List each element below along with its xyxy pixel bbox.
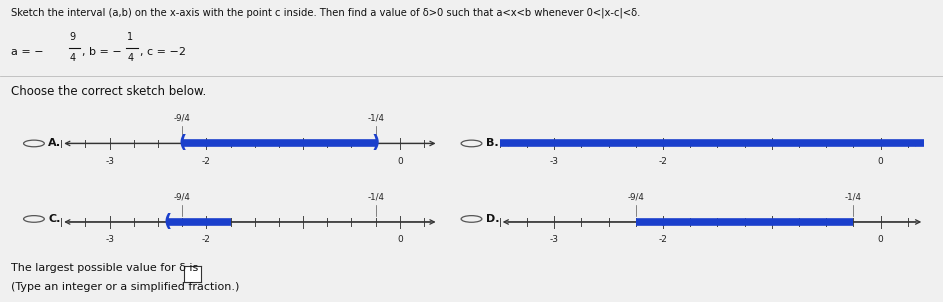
Text: -1/4: -1/4 (367, 114, 384, 123)
Text: -2: -2 (202, 235, 211, 244)
Text: 0: 0 (878, 157, 884, 166)
Text: ): ) (372, 134, 380, 153)
Text: Choose the correct sketch below.: Choose the correct sketch below. (11, 85, 207, 98)
Text: The largest possible value for δ is: The largest possible value for δ is (11, 263, 199, 273)
Text: 1: 1 (127, 32, 133, 42)
Text: 0: 0 (878, 235, 884, 244)
Text: 4: 4 (70, 53, 75, 63)
Text: -2: -2 (658, 235, 668, 244)
Text: (Type an integer or a simplified fraction.): (Type an integer or a simplified fractio… (11, 282, 240, 292)
Text: -3: -3 (106, 235, 114, 244)
Text: -9/4: -9/4 (174, 114, 190, 123)
Text: -1/4: -1/4 (845, 192, 862, 201)
Text: -2: -2 (658, 157, 668, 166)
Text: 0: 0 (397, 157, 403, 166)
Text: -9/4: -9/4 (627, 192, 644, 201)
Text: C.: C. (48, 214, 60, 224)
Text: 4: 4 (127, 53, 133, 63)
Text: A.: A. (48, 138, 61, 149)
Text: B.: B. (486, 138, 498, 149)
Text: (: ( (178, 134, 187, 153)
Text: -3: -3 (550, 235, 558, 244)
Text: -3: -3 (106, 157, 114, 166)
Text: -3: -3 (550, 157, 558, 166)
Text: Sketch the interval (a,b) on the x-axis with the point c inside. Then find a val: Sketch the interval (a,b) on the x-axis … (11, 8, 640, 18)
Text: 9: 9 (70, 32, 75, 42)
Text: , c = −2: , c = −2 (140, 47, 186, 57)
Text: a = −: a = − (11, 47, 44, 57)
Text: -9/4: -9/4 (174, 192, 190, 201)
Text: D.: D. (486, 214, 499, 224)
Text: (: ( (163, 213, 172, 231)
Text: , b = −: , b = − (82, 47, 122, 57)
Text: 0: 0 (397, 235, 403, 244)
Text: -1/4: -1/4 (367, 192, 384, 201)
Text: -2: -2 (202, 157, 211, 166)
